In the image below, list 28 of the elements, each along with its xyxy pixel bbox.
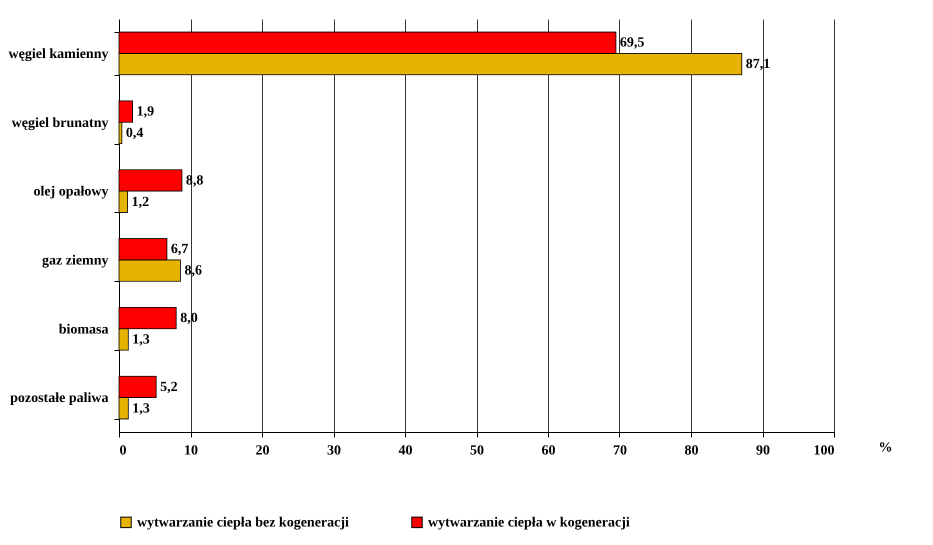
legend-label: wytwarzanie ciepła w kogeneracji xyxy=(428,515,630,530)
x-axis-title: % xyxy=(878,440,892,456)
data-label: 69,5 xyxy=(620,36,644,51)
legend-label: wytwarzanie ciepła bez kogeneracji xyxy=(137,515,349,530)
data-label: 1,3 xyxy=(132,401,150,416)
x-tick-label: 0 xyxy=(120,444,126,458)
y-tick-label: biomasa xyxy=(58,322,108,338)
x-tick-label: 30 xyxy=(327,444,341,458)
data-label: 1,3 xyxy=(132,332,150,348)
y-tick-label: gaz ziemny xyxy=(42,253,108,268)
y-tick-label: węgiel brunatny xyxy=(12,116,108,131)
data-label: 1,2 xyxy=(132,194,150,210)
x-tick-label: 90 xyxy=(756,444,770,458)
data-label: 5,2 xyxy=(160,380,178,395)
data-label: 1,9 xyxy=(136,104,154,120)
x-tick-label: 100 xyxy=(814,444,834,458)
data-label: 6,7 xyxy=(170,242,188,258)
y-tick-label: węgiel kamienny xyxy=(8,46,108,62)
x-tick-label: 50 xyxy=(470,444,484,458)
y-tick-label: pozostałe paliwa xyxy=(10,391,108,406)
y-tick-label: olej opałowy xyxy=(33,184,108,200)
x-tick-label: 60 xyxy=(542,444,556,458)
x-tick-label: 70 xyxy=(613,444,627,458)
x-tick-label: 20 xyxy=(256,444,270,458)
x-tick-label: 40 xyxy=(398,444,412,458)
x-tick-label: 10 xyxy=(184,444,198,458)
data-label: 0,4 xyxy=(126,126,144,141)
x-tick-label: 80 xyxy=(684,444,698,458)
